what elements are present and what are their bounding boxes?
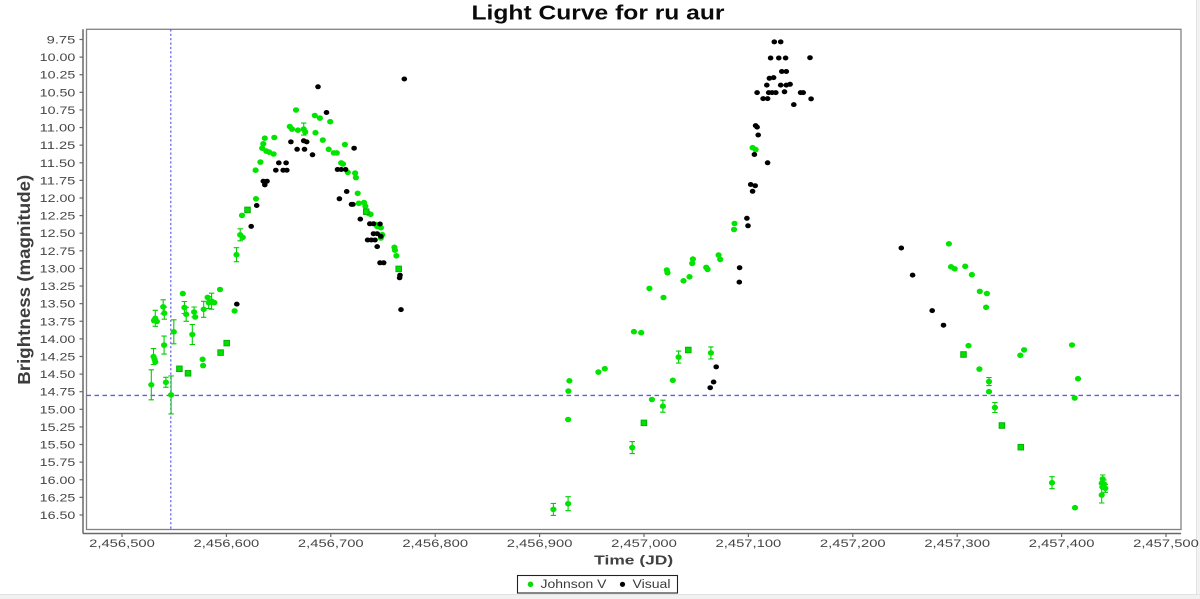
svg-text:13.75: 13.75 xyxy=(40,316,76,328)
svg-text:2,456,500: 2,456,500 xyxy=(89,538,155,550)
svg-text:2,457,300: 2,457,300 xyxy=(924,538,990,550)
svg-text:16.25: 16.25 xyxy=(40,492,76,504)
svg-text:12.75: 12.75 xyxy=(40,246,76,258)
svg-text:2,457,500: 2,457,500 xyxy=(1133,538,1199,550)
svg-text:2,457,100: 2,457,100 xyxy=(716,538,782,550)
svg-text:2,456,700: 2,456,700 xyxy=(298,538,364,550)
svg-text:9.75: 9.75 xyxy=(47,35,76,47)
svg-text:12.50: 12.50 xyxy=(40,228,76,240)
svg-text:16.50: 16.50 xyxy=(40,510,76,522)
svg-text:2,457,400: 2,457,400 xyxy=(1029,538,1095,550)
svg-text:11.75: 11.75 xyxy=(40,175,76,187)
svg-text:15.50: 15.50 xyxy=(40,440,76,452)
svg-text:15.00: 15.00 xyxy=(40,404,76,416)
svg-text:14.00: 14.00 xyxy=(40,334,76,346)
svg-text:2,457,200: 2,457,200 xyxy=(820,538,886,550)
svg-text:Visual: Visual xyxy=(633,579,671,591)
svg-text:12.25: 12.25 xyxy=(40,211,76,223)
svg-text:11.00: 11.00 xyxy=(40,123,76,135)
svg-text:14.50: 14.50 xyxy=(40,369,76,381)
svg-text:2,456,900: 2,456,900 xyxy=(507,538,573,550)
svg-text:15.75: 15.75 xyxy=(40,457,76,469)
svg-text:13.00: 13.00 xyxy=(40,263,76,275)
svg-text:Brightness (magnitude): Brightness (magnitude) xyxy=(14,175,34,385)
svg-text:10.25: 10.25 xyxy=(40,70,76,82)
svg-text:13.25: 13.25 xyxy=(40,281,76,293)
svg-text:15.25: 15.25 xyxy=(40,422,76,434)
svg-text:11.50: 11.50 xyxy=(40,158,76,170)
svg-text:13.50: 13.50 xyxy=(40,299,76,311)
svg-text:10.75: 10.75 xyxy=(40,105,76,117)
svg-text:11.25: 11.25 xyxy=(40,140,76,152)
svg-text:12.00: 12.00 xyxy=(40,193,76,205)
svg-text:Johnson V: Johnson V xyxy=(541,579,607,591)
svg-text:10.00: 10.00 xyxy=(40,52,76,64)
svg-text:Light Curve for ru aur: Light Curve for ru aur xyxy=(472,3,725,25)
svg-text:2,456,800: 2,456,800 xyxy=(402,538,468,550)
svg-text:14.75: 14.75 xyxy=(40,387,76,399)
svg-text:10.50: 10.50 xyxy=(40,87,76,99)
svg-text:14.25: 14.25 xyxy=(40,351,76,363)
svg-text:2,456,600: 2,456,600 xyxy=(194,538,260,550)
svg-text:Time (JD): Time (JD) xyxy=(594,553,673,568)
svg-text:16.00: 16.00 xyxy=(40,475,76,487)
svg-text:2,457,000: 2,457,000 xyxy=(611,538,677,550)
